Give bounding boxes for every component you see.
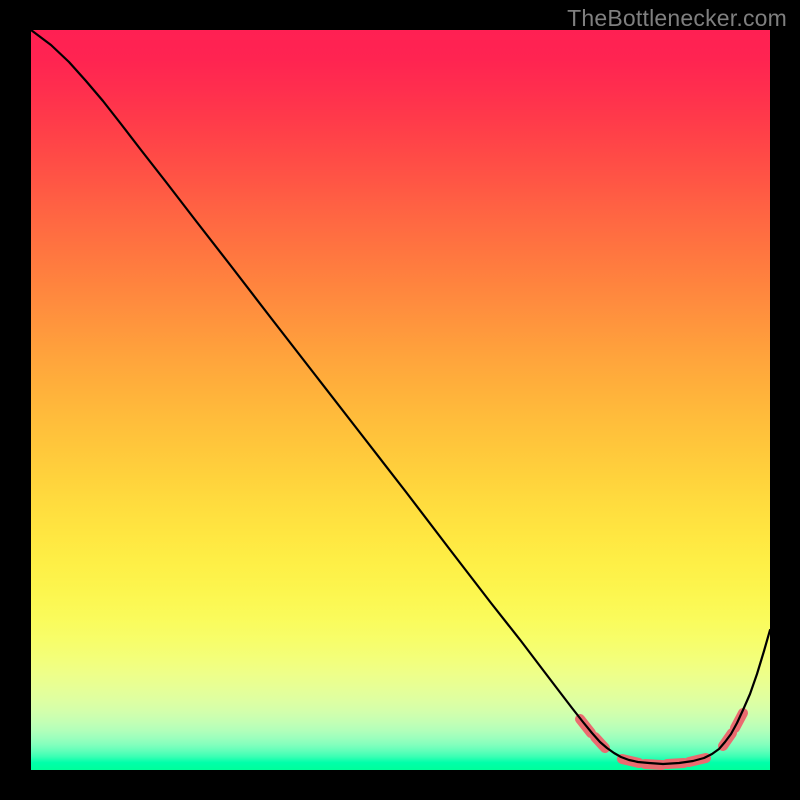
plot-area bbox=[31, 30, 770, 770]
gradient-background bbox=[31, 30, 770, 770]
figure-frame: TheBottlenecker.com bbox=[0, 0, 800, 800]
attribution-label: TheBottlenecker.com bbox=[567, 5, 787, 32]
plot-svg bbox=[31, 30, 770, 770]
